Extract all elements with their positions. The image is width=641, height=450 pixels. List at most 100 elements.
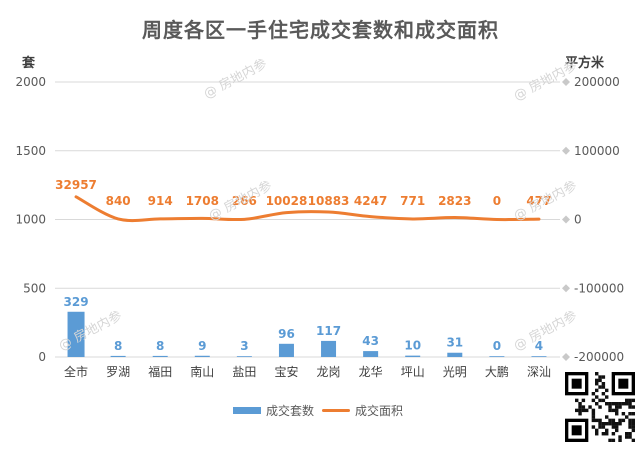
qr-module [598, 425, 602, 429]
left-axis-unit: 套 [22, 56, 36, 71]
qr-module [608, 422, 612, 426]
left-tick-label: 2000 [15, 75, 46, 89]
category-label: 龙华 [359, 365, 383, 379]
qr-module [601, 382, 606, 386]
qr-module [625, 435, 629, 439]
qr-module [598, 405, 602, 409]
qr-module [618, 422, 622, 426]
bar-data-label: 117 [316, 324, 341, 338]
qr-module [628, 398, 632, 403]
chart-title: 周度各区一手住宅成交套数和成交面积 [142, 18, 499, 42]
right-tick-label: 200000 [574, 75, 620, 89]
qr-finder [571, 378, 582, 389]
qr-module [578, 402, 582, 406]
qr-module [625, 402, 629, 406]
qr-module [611, 432, 616, 436]
line-data-label: 771 [400, 194, 425, 208]
qr-module [628, 435, 632, 439]
qr-module [595, 382, 599, 386]
qr-module [591, 415, 596, 419]
left-tick-label: 1000 [15, 213, 46, 227]
qr-module [631, 418, 635, 423]
line-data-label: 266 [232, 194, 257, 208]
qr-finder [571, 425, 582, 436]
right-tick-label: -200000 [574, 350, 624, 364]
qr-module [605, 432, 609, 436]
qr-module [618, 402, 622, 406]
qr-module [585, 408, 589, 413]
qr-finder [618, 378, 629, 389]
line-data-label: 32957 [55, 178, 97, 192]
bar [363, 351, 379, 357]
qr-module [601, 385, 606, 389]
category-label: 龙岗 [317, 365, 341, 379]
qr-module [615, 428, 619, 433]
bar [321, 340, 337, 357]
qr-module [595, 428, 599, 433]
series-line [74, 195, 541, 223]
qr-module [618, 435, 622, 439]
legend-item-bar: 成交套数 [233, 402, 314, 419]
bar-data-label: 96 [278, 327, 295, 341]
qr-module [595, 395, 599, 399]
qr-module [595, 378, 599, 383]
category-label: 大鹏 [485, 365, 509, 379]
line-data-label: 0 [493, 194, 501, 208]
qr-module [615, 402, 619, 406]
legend-item-line: 成交面积 [322, 402, 403, 419]
qr-module [615, 425, 619, 429]
bar-data-label: 0 [493, 339, 501, 353]
category-label: 坪山 [401, 365, 425, 379]
qr-module [631, 438, 635, 442]
qr-module [591, 418, 596, 423]
qr-module [628, 418, 632, 423]
qr-module [631, 425, 635, 429]
right-tick-marker [562, 78, 570, 86]
qr-module [625, 398, 629, 403]
category-label: 福田 [148, 364, 172, 379]
category-label: 南山 [190, 364, 214, 379]
left-tick-label: 1500 [15, 144, 46, 158]
qr-module [615, 405, 619, 409]
qr-module [618, 418, 622, 423]
bar-data-label: 8 [156, 339, 164, 353]
category-label: 全市 [64, 364, 88, 379]
qr-module [628, 402, 632, 406]
qr-module [601, 425, 606, 429]
bar [194, 355, 210, 357]
chart-legend: 成交套数 成交面积 [0, 402, 641, 422]
qr-module [631, 422, 635, 426]
qr-module [598, 418, 602, 423]
bar-data-label: 3 [240, 339, 248, 353]
bar [447, 352, 463, 357]
qr-module [578, 408, 582, 413]
qr-module [628, 425, 632, 429]
bar-data-label: 31 [446, 336, 463, 350]
qr-module [575, 408, 579, 413]
qr-module [631, 428, 635, 433]
qr-module [608, 402, 612, 406]
qr-module [595, 388, 599, 393]
qr-module [605, 422, 609, 426]
qr-module [601, 432, 606, 436]
qr-module [591, 398, 596, 403]
qr-module [618, 405, 622, 409]
right-tick-label: 100000 [574, 144, 620, 158]
qr-module [615, 412, 619, 416]
left-tick-label: 500 [23, 281, 46, 295]
qr-module [628, 432, 632, 436]
right-tick-marker [562, 284, 570, 293]
qr-module [605, 395, 609, 399]
qr-module [581, 405, 586, 409]
legend-label: 成交面积 [355, 404, 404, 418]
qr-module [628, 405, 632, 409]
bar-data-label: 9 [198, 339, 206, 353]
bar-data-label: 10 [404, 339, 421, 353]
qr-module [595, 402, 599, 406]
right-tick-label: 0 [574, 213, 582, 227]
qr-module [628, 412, 632, 416]
bar-data-label: 4 [535, 339, 543, 353]
bar [405, 355, 421, 357]
qr-module [611, 402, 616, 406]
